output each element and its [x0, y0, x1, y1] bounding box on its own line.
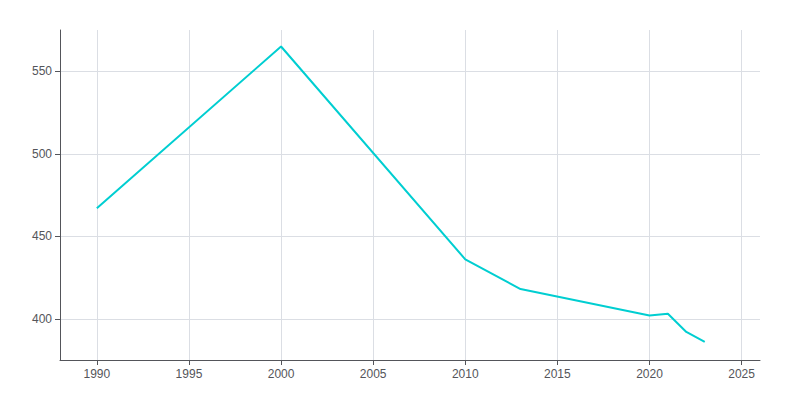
svg-text:400: 400 — [32, 312, 52, 326]
svg-text:2010: 2010 — [452, 367, 479, 381]
svg-text:2015: 2015 — [544, 367, 571, 381]
svg-text:2020: 2020 — [636, 367, 663, 381]
svg-text:2005: 2005 — [360, 367, 387, 381]
svg-text:1990: 1990 — [83, 367, 110, 381]
svg-text:2025: 2025 — [728, 367, 755, 381]
svg-text:550: 550 — [32, 64, 52, 78]
svg-text:1995: 1995 — [176, 367, 203, 381]
svg-text:2000: 2000 — [268, 367, 295, 381]
svg-text:450: 450 — [32, 229, 52, 243]
svg-text:500: 500 — [32, 147, 52, 161]
